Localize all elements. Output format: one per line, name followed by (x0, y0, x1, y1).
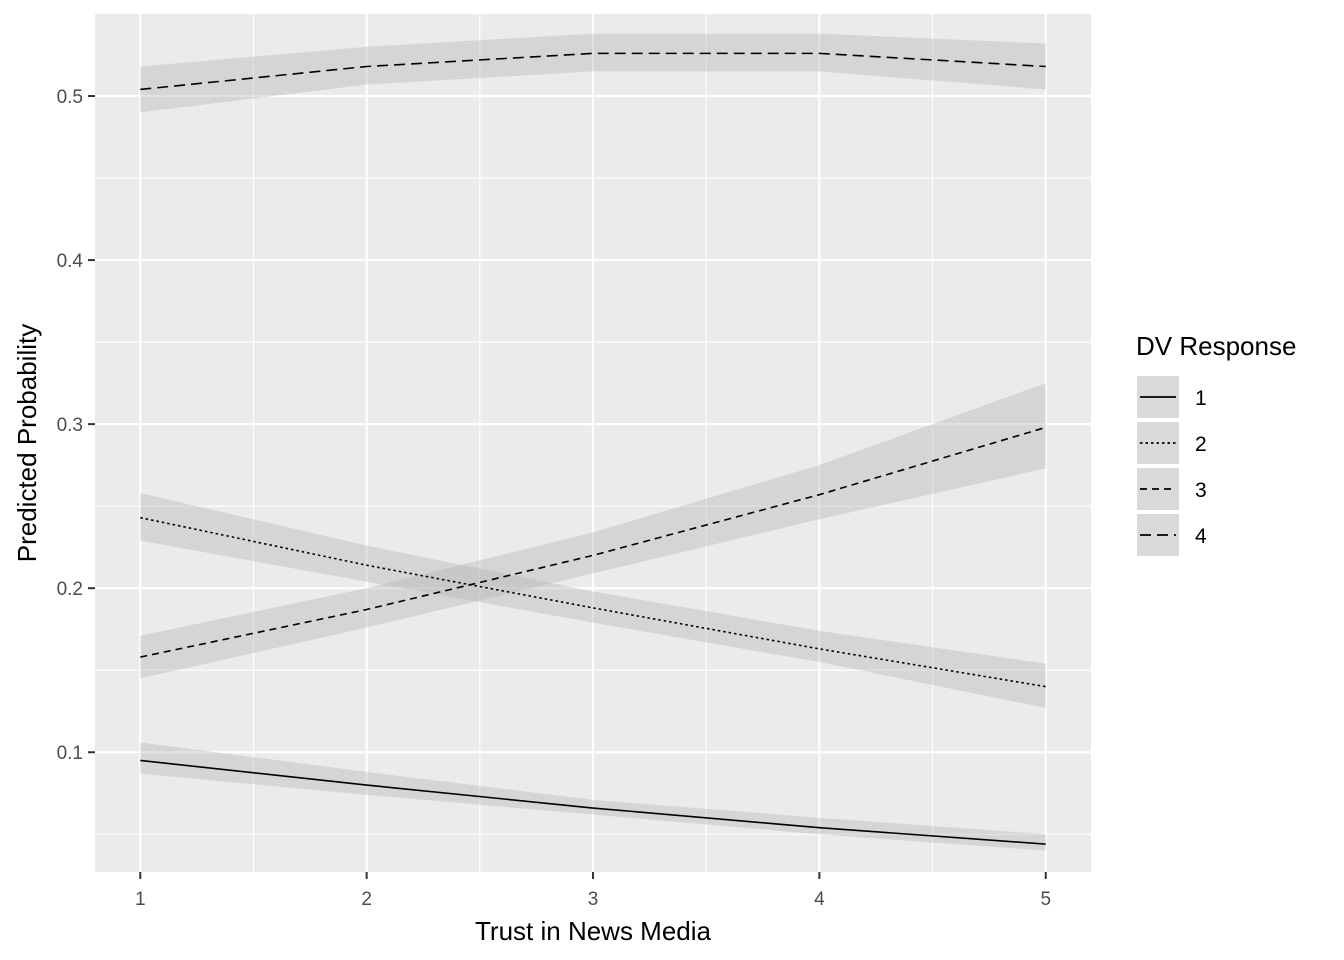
line-series-2 (140, 516, 1046, 688)
y-tick-label: 0.4 (57, 251, 84, 272)
y-tick-label: 0.2 (57, 579, 83, 600)
x-tick-label: 3 (588, 889, 599, 910)
x-axis-title: Trust in News Media (475, 916, 712, 946)
legend-label: 4 (1195, 525, 1207, 548)
legend-item-2: 2 (1135, 420, 1207, 466)
legend: DV Response 1 2 3 4 (1135, 331, 1296, 558)
legend-item-1: 1 (1135, 374, 1207, 420)
ribbon-series-3 (140, 383, 1046, 679)
major-gridlines (95, 14, 1091, 872)
legend-item-3: 3 (1135, 466, 1207, 512)
legend-label: 2 (1195, 433, 1207, 456)
series-lines (140, 52, 1046, 845)
x-tick-label: 1 (135, 889, 146, 910)
legend-title: DV Response (1136, 331, 1296, 361)
x-axis: 1 2 3 4 5 (135, 872, 1051, 910)
x-tick-label: 5 (1040, 889, 1051, 910)
y-tick-label: 0.1 (57, 743, 83, 764)
y-tick-label: 0.3 (57, 415, 83, 436)
line-series-1 (140, 759, 1046, 845)
ribbon-series-1 (140, 742, 1046, 851)
y-axis-title: Predicted Probability (12, 324, 42, 562)
x-tick-label: 4 (814, 889, 825, 910)
legend-label: 1 (1195, 387, 1207, 410)
legend-label: 3 (1195, 479, 1207, 502)
ribbon-series-2 (140, 493, 1046, 708)
legend-item-4: 4 (1135, 512, 1207, 558)
legend-keys: 1 2 3 4 (1135, 374, 1207, 558)
y-tick-label: 0.5 (57, 87, 83, 108)
line-series-4 (140, 52, 1046, 91)
x-tick-label: 2 (361, 889, 372, 910)
y-axis: 0.1 0.2 0.3 0.4 0.5 (57, 87, 95, 764)
